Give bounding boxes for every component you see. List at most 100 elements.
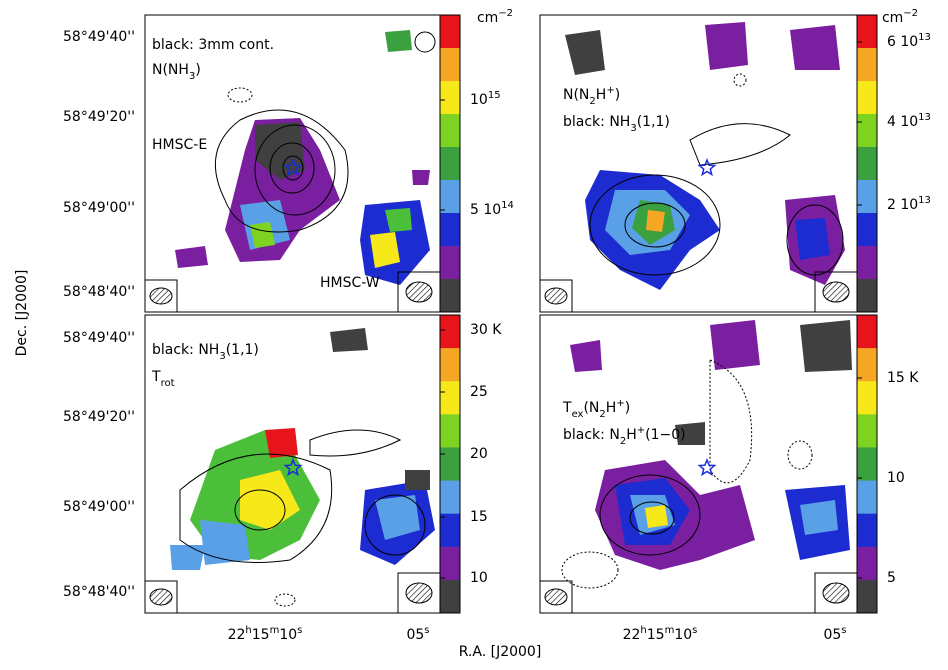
colorbar-band [857,15,877,49]
text-part: 6 10 [887,34,918,50]
colorbar-band [857,348,877,382]
text-part: + [637,425,645,436]
colorbar-band [857,213,877,247]
colorbar-band [857,447,877,482]
text-part: m [270,625,280,636]
colorbar-tick-label: 6 1013 [887,32,931,51]
text-part: cm [477,10,498,26]
colorbar-tick-label: 10 [470,570,488,586]
x-tick-label: 22h15m10s [228,625,303,644]
text-part: 2 [620,436,626,447]
y-axis-label: Dec. [J2000] [14,270,30,357]
text-part: + [616,398,624,409]
text-part: N(NH [152,62,189,78]
beam [544,588,568,606]
beam [149,588,173,606]
colorbar-band [440,447,460,482]
panel-label: N(NH3) [152,62,201,82]
beam [405,281,433,303]
text-part: 13 [918,195,931,206]
y-tick-label: 58°49'00'' [63,499,135,515]
text-part: h [640,625,646,636]
colorbar-band [857,546,877,581]
y-tick-label: 58°49'40'' [63,330,135,346]
text-part: + [606,85,614,96]
text-part: 3 [219,351,225,362]
text-part: 15 [470,509,488,525]
text-part: ) [195,62,200,78]
y-tick-label: 58°49'20'' [63,109,135,125]
colorbar-unit: cm−2 [882,8,918,27]
text-part: 2 [589,96,595,107]
colorbar-band [857,480,877,515]
colorbar-tick-label: 1015 [470,90,501,109]
text-part: H [626,427,637,443]
x-tick-label: 22h15m10s [623,625,698,644]
text-part: 10 [887,470,905,486]
text-part: black: N [563,427,620,443]
panel-label: N(N2H+) [563,85,620,107]
x-axis-label: R.A. [J2000] [459,644,542,660]
colorbar-band [857,246,877,280]
colorbar-frame [439,314,461,614]
beam-box [397,271,441,313]
map-bottom-right [561,320,852,589]
map-top-left [175,30,436,285]
beam-box [144,279,178,313]
text-part: s [297,625,302,636]
colorbar-band [440,579,460,614]
panel-label: Tex(N2H+) [562,398,630,420]
beam-box [397,572,441,614]
text-part: 13 [918,32,931,43]
star-marker [697,157,717,177]
colorbar-tick-label: 15 K [887,370,919,386]
colorbar-frame [856,14,878,313]
y-tick-label: 58°48'40'' [63,284,135,300]
source-label: HMSC-W [320,275,380,291]
text-part: 5 [887,570,896,586]
text-part: 13 [918,112,931,123]
text-part: (1,1) [226,342,259,358]
beam [822,582,850,604]
text-part: (1,1) [637,114,670,130]
text-part: 5 10 [470,202,501,218]
text-part: s [841,625,846,636]
text-part: black: 3mm cont. [152,37,274,53]
colorbar-band [440,147,460,181]
text-part: 22 [228,627,246,643]
text-part: cm [882,10,903,26]
text-part: 15 K [887,370,919,386]
beam [544,287,568,305]
text-part: 2 [599,409,605,420]
text-part: 10 [470,570,488,586]
text-part: H [606,400,617,416]
text-part: 14 [501,200,514,211]
text-part: rot [161,378,175,389]
text-part: 05 [823,627,841,643]
beam [822,281,850,303]
colorbar-band [857,81,877,115]
text-part: H [596,87,607,103]
x-tick-label: 05s [823,625,846,644]
star-marker [283,457,303,477]
text-part: black: NH [563,114,630,130]
text-part: m [665,625,675,636]
panel-label: black: 3mm cont. [152,37,274,53]
y-tick-label: 58°49'40'' [63,29,135,45]
colorbar-band [440,48,460,82]
colorbar-band [440,15,460,49]
map-top-right [565,22,845,290]
text-part: 10 [470,92,488,108]
panel-label: black: NH3(1,1) [152,342,259,362]
map-bottom-left [170,328,435,607]
panel-label: Trot [151,369,175,389]
colorbar-tick-label: 30 K [470,322,502,338]
text-part: 3 [630,123,636,134]
colorbar-tick-label: 15 [470,509,488,525]
beam-box [144,580,178,614]
colorbar-band [440,348,460,382]
x-tick-label: 05s [406,625,429,644]
colorbar-band [440,315,460,349]
text-part: −2 [498,8,513,19]
colorbar-band [440,513,460,548]
